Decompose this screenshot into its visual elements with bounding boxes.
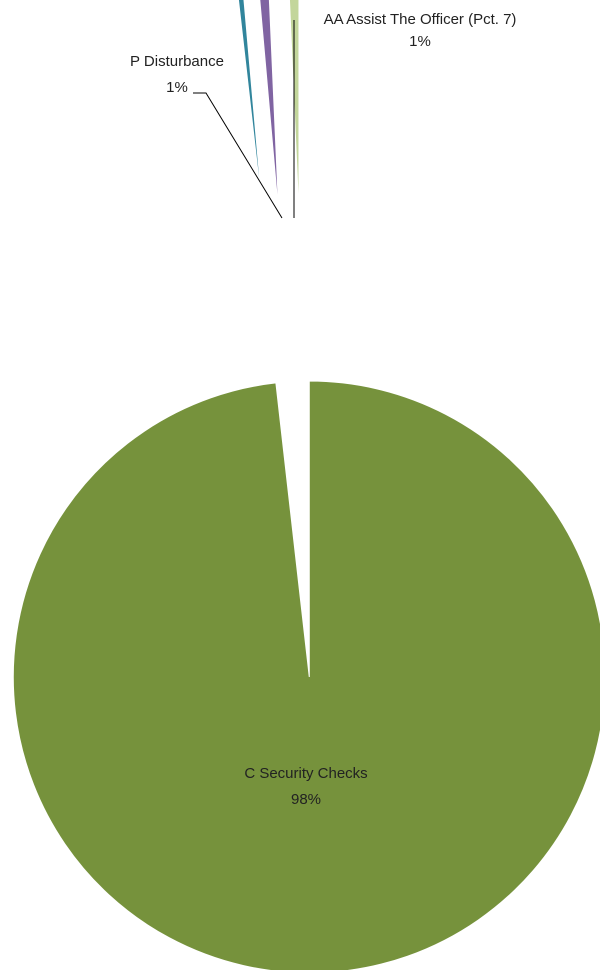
leader-line-p-disturbance [193, 92, 283, 219]
slice-percent-aa-assist: 1% [409, 33, 431, 50]
slice-percent-p-disturbance: 1% [166, 79, 188, 96]
pie-slice-p-disturbance [259, 0, 280, 218]
pie-slice-c-security-checks [12, 380, 600, 970]
slice-percent-security-checks: 98% [291, 791, 321, 808]
slice-label-aa-assist: AA Assist The Officer (Pct. 7) [324, 11, 517, 28]
pie-slice-aa-assist-the-officer-pct-7 [288, 0, 300, 217]
pie-slices [12, 0, 600, 970]
pie-slice-slice-1 [237, 0, 264, 219]
slice-label-p-disturbance: P Disturbance [130, 53, 224, 70]
slice-label-security-checks: C Security Checks [244, 765, 367, 782]
